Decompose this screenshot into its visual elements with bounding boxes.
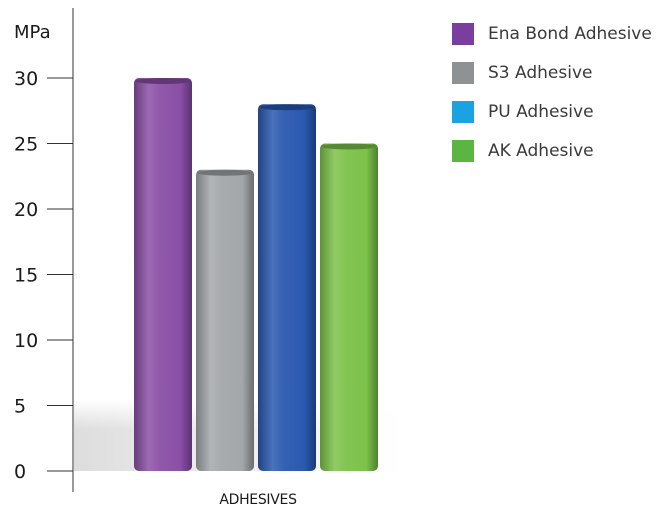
y-tick-label: 30 <box>14 68 38 90</box>
bar-top <box>259 104 315 111</box>
bar <box>258 104 316 471</box>
legend-label: PU Adhesive <box>488 101 594 122</box>
bar <box>196 169 254 471</box>
bar-top <box>321 143 377 150</box>
y-tick-label: 15 <box>14 265 38 287</box>
y-axis-unit-label: MPa <box>14 22 51 43</box>
y-tick-label: 20 <box>14 199 38 221</box>
legend-item: S3 Adhesive <box>452 53 652 92</box>
legend-label: Ena Bond Adhesive <box>488 23 652 44</box>
y-tick-label: 25 <box>14 134 38 156</box>
legend-swatch <box>452 139 474 162</box>
y-tick-label: 10 <box>14 330 38 352</box>
legend-swatch <box>452 61 474 84</box>
x-axis-label: ADHESIVES <box>219 492 297 508</box>
y-axis: MPa <box>14 8 74 492</box>
bar <box>134 78 192 471</box>
legend-label: AK Adhesive <box>488 140 594 161</box>
legend-label: S3 Adhesive <box>488 62 593 83</box>
y-tick-label: 0 <box>14 461 26 483</box>
y-tick-label: 5 <box>14 396 26 418</box>
legend: Ena Bond Adhesive S3 Adhesive PU Adhesive A… <box>452 14 652 170</box>
y-axis-ticks: 0 5 10 15 20 25 30 <box>14 68 73 483</box>
bar <box>320 143 378 471</box>
bar-top <box>135 78 191 84</box>
legend-item: AK Adhesive <box>452 131 652 170</box>
legend-swatch <box>452 22 474 45</box>
legend-swatch <box>452 100 474 123</box>
bars <box>134 78 378 471</box>
legend-item: PU Adhesive <box>452 92 652 131</box>
legend-item: Ena Bond Adhesive <box>452 14 652 53</box>
bar-top <box>197 169 253 176</box>
